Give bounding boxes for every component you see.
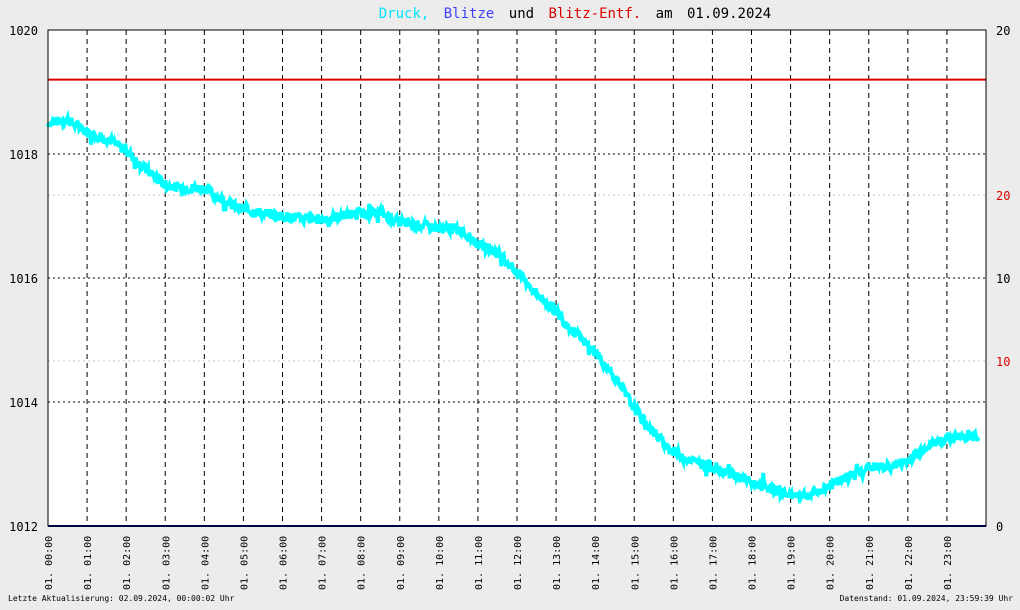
x-tick-label-18: 01. 18:00 [748, 536, 759, 590]
x-tick-label-2: 01. 02:00 [122, 536, 133, 590]
footer-last-update: Letzte Aktualisierung: 02.09.2024, 00:00… [8, 594, 235, 603]
right-tick-label-2: 10 [996, 272, 1010, 286]
right-tick-label-3: 10 [996, 355, 1010, 369]
y-tick-label-2: 1016 [9, 272, 38, 286]
title-und: und [509, 6, 534, 22]
x-tick-label-4: 01. 04:00 [200, 536, 211, 590]
grid-layer [48, 30, 986, 526]
x-tick-label-14: 01. 14:00 [591, 536, 602, 590]
druck-series-line [46, 109, 981, 505]
y-tick-label-3: 1018 [9, 148, 38, 162]
x-tick-label-1: 01. 01:00 [83, 536, 94, 590]
title-blitze: Blitze [444, 6, 495, 22]
x-tick-label-9: 01. 09:00 [396, 536, 407, 590]
x-tick-label-20: 01. 20:00 [826, 536, 837, 590]
y-tick-label-1: 1014 [9, 396, 38, 410]
plot-border [47, 29, 987, 527]
x-tick-label-15: 01. 15:00 [630, 536, 641, 590]
right-tick-label-4: 0 [996, 520, 1003, 534]
x-tick-label-17: 01. 17:00 [708, 536, 719, 590]
x-tick-label-22: 01. 22:00 [904, 536, 915, 590]
x-tick-label-8: 01. 08:00 [357, 536, 368, 590]
x-tick-label-10: 01. 10:00 [435, 536, 446, 590]
x-tick-label-13: 01. 13:00 [552, 536, 563, 590]
chart-title: Druck, Blitze und Blitz-Entf. am 01.09.2… [379, 6, 772, 22]
x-tick-label-6: 01. 06:00 [279, 536, 290, 590]
x-tick-label-3: 01. 03:00 [161, 536, 172, 590]
footer-data-status: Datenstand: 01.09.2024, 23:59:39 Uhr [840, 594, 1014, 603]
x-tick-label-19: 01. 19:00 [787, 536, 798, 590]
right-tick-label-1: 20 [996, 189, 1010, 203]
x-tick-label-5: 01. 05:00 [239, 536, 250, 590]
title-druck: Druck, [379, 6, 430, 22]
x-tick-label-0: 01. 00:00 [44, 536, 55, 590]
right-tick-label-0: 20 [996, 24, 1010, 38]
x-tick-label-21: 01. 21:00 [865, 536, 876, 590]
x-tick-label-11: 01. 11:00 [474, 536, 485, 590]
x-tick-label-12: 01. 12:00 [513, 536, 524, 590]
title-date: 01.09.2024 [687, 6, 771, 22]
y-tick-label-4: 1020 [9, 24, 38, 38]
y-tick-label-0: 1012 [9, 520, 38, 534]
x-tick-label-23: 01. 23:00 [943, 536, 954, 590]
title-am: am [656, 6, 673, 22]
x-tick-label-16: 01. 16:00 [669, 536, 680, 590]
x-tick-label-7: 01. 07:00 [318, 536, 329, 590]
title-entf: Blitz-Entf. [549, 6, 642, 22]
